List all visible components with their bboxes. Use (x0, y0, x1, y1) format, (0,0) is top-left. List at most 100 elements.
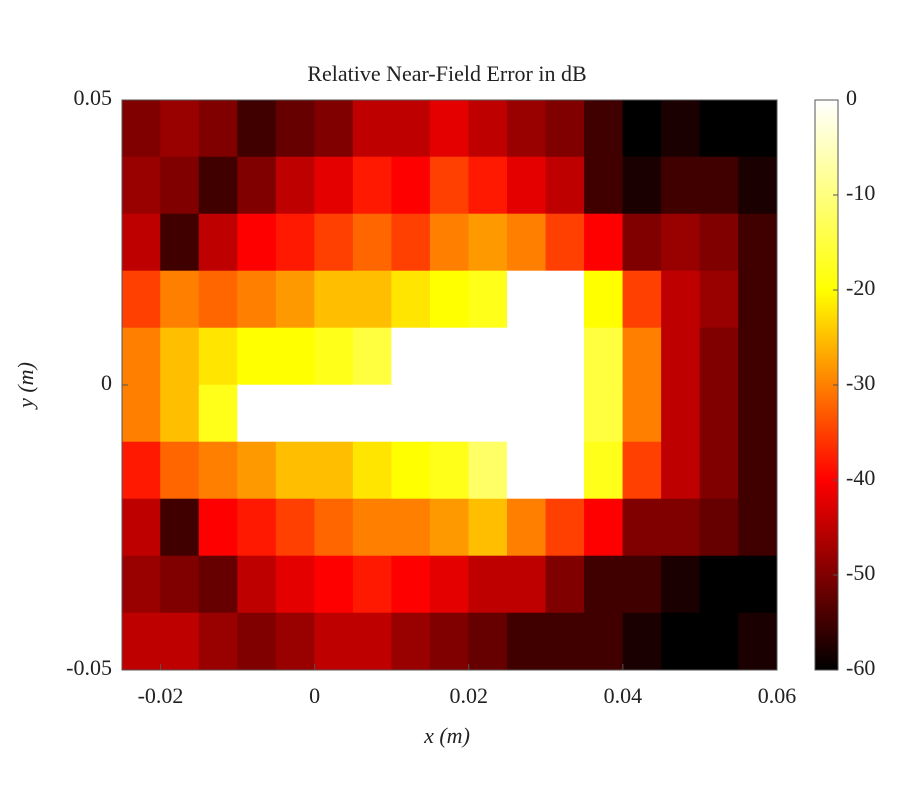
heat-cell (121, 213, 161, 272)
heat-cell (738, 327, 778, 386)
heat-cell (198, 156, 238, 215)
heat-cell (506, 99, 547, 158)
heat-cell (661, 270, 701, 329)
heat-cell (237, 213, 277, 272)
heat-cell (237, 327, 277, 386)
heat-cell (429, 384, 470, 443)
heat-cell (661, 498, 701, 557)
heat-cell (275, 498, 315, 557)
heat-cell (584, 99, 624, 158)
heat-cell (391, 384, 431, 443)
heat-cell (506, 270, 547, 329)
heat-cell (699, 327, 739, 386)
heat-cell (237, 156, 277, 215)
heat-cell (352, 384, 393, 443)
heat-cell (160, 612, 200, 671)
heat-cell (198, 612, 238, 671)
heat-cell (545, 612, 585, 671)
x-axis-label: x (m) (423, 723, 470, 748)
heat-cell (314, 441, 354, 500)
heat-cell (584, 384, 624, 443)
heat-cell (275, 555, 315, 614)
heat-cell (275, 384, 315, 443)
heat-cell (391, 555, 431, 614)
heat-cell (429, 327, 470, 386)
heat-cell (391, 327, 431, 386)
heat-cell (738, 555, 778, 614)
heat-cell (622, 270, 662, 329)
heat-cell (738, 213, 778, 272)
heat-cell (545, 441, 585, 500)
heat-cell (506, 327, 547, 386)
heat-cell (121, 441, 161, 500)
heat-cell (121, 498, 161, 557)
heat-cell (738, 441, 778, 500)
heat-cell (391, 612, 431, 671)
heat-cell (352, 555, 393, 614)
heat-cell (622, 327, 662, 386)
heat-cell (237, 384, 277, 443)
heat-cell (468, 99, 508, 158)
heat-cell (198, 99, 238, 158)
colorbar-tick-label: -20 (846, 275, 875, 300)
heat-cell (584, 213, 624, 272)
heat-cell (391, 270, 431, 329)
heat-cell (198, 270, 238, 329)
heat-cell (622, 384, 662, 443)
y-tick-label: 0 (101, 370, 112, 395)
heat-cell (314, 498, 354, 557)
heat-cell (352, 441, 393, 500)
heat-cell (738, 384, 778, 443)
heat-cell (352, 327, 393, 386)
heat-cell (429, 156, 470, 215)
heat-cell (699, 612, 739, 671)
heat-cell (738, 498, 778, 557)
heat-cell (314, 555, 354, 614)
heat-cell (429, 213, 470, 272)
heat-cell (352, 156, 393, 215)
heat-cell (738, 270, 778, 329)
x-tick-label: 0.06 (758, 683, 797, 708)
heat-cell (584, 441, 624, 500)
heat-cell (738, 99, 778, 158)
heat-cell (468, 384, 508, 443)
heat-cell (545, 384, 585, 443)
heat-cell (429, 99, 470, 158)
colorbar-tick-label: -30 (846, 370, 875, 395)
heat-cell (391, 441, 431, 500)
heat-cell (584, 555, 624, 614)
heat-cell (699, 156, 739, 215)
heat-cell (275, 270, 315, 329)
heat-cell (275, 156, 315, 215)
heat-cell (661, 99, 701, 158)
x-tick-label: 0.04 (604, 683, 643, 708)
heat-cell (160, 384, 200, 443)
heat-cell (699, 99, 739, 158)
x-tick-label: 0 (309, 683, 320, 708)
heat-cell (160, 327, 200, 386)
heat-cell (237, 555, 277, 614)
colorbar-tick-label: -10 (846, 180, 875, 205)
heat-cell (314, 384, 354, 443)
heat-cell (429, 555, 470, 614)
heat-cell (622, 498, 662, 557)
heat-cell (391, 213, 431, 272)
heat-cell (584, 156, 624, 215)
heat-cell (545, 213, 585, 272)
heat-cell (121, 156, 161, 215)
heat-cell (429, 441, 470, 500)
heat-cell (506, 384, 547, 443)
heat-cell (661, 213, 701, 272)
heat-cell (429, 270, 470, 329)
heat-cell (160, 213, 200, 272)
heat-cell (506, 612, 547, 671)
heat-cell (275, 213, 315, 272)
heat-cell (738, 156, 778, 215)
heat-cell (622, 213, 662, 272)
heat-cell (584, 270, 624, 329)
heat-cell (198, 384, 238, 443)
x-tick-label: -0.02 (138, 683, 184, 708)
heat-cell (352, 498, 393, 557)
heat-cell (237, 270, 277, 329)
heat-cell (545, 327, 585, 386)
